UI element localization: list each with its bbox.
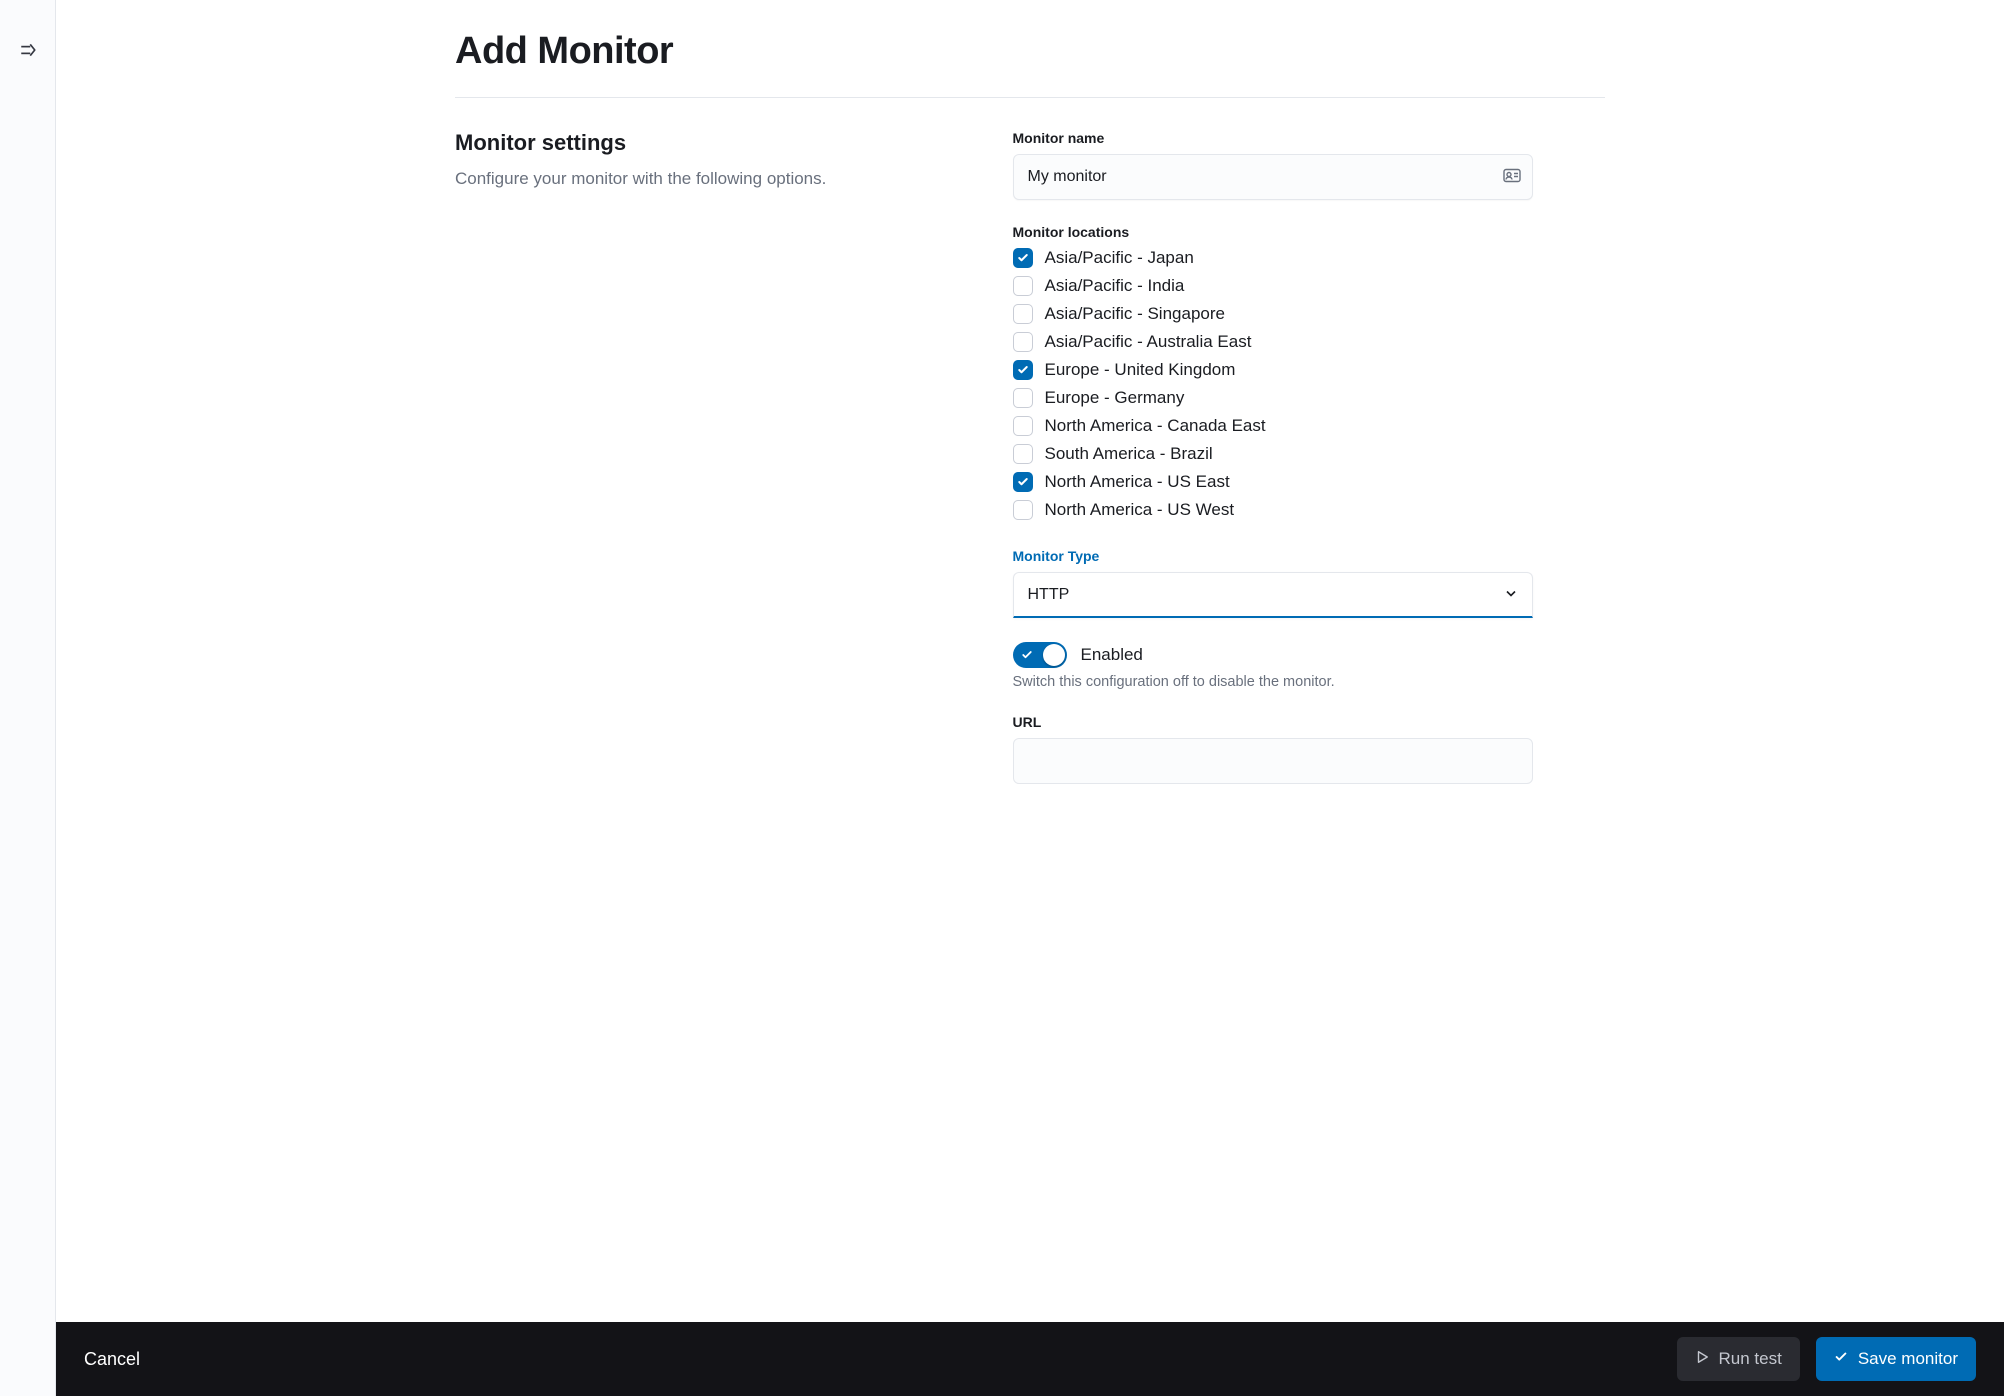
save-monitor-label: Save monitor [1858,1349,1958,1369]
checkbox[interactable] [1013,472,1033,492]
sidebar-rail [0,0,56,1396]
location-checkbox-row[interactable]: South America - Brazil [1013,444,1533,464]
location-checkbox-row[interactable]: North America - US West [1013,500,1533,520]
location-label: North America - US East [1045,472,1230,492]
footer-bar: Cancel Run test Save [56,1322,2004,1396]
url-input[interactable] [1013,738,1533,784]
toggle-knob [1043,644,1065,666]
monitor-locations-label: Monitor locations [1013,224,1533,240]
section-title: Monitor settings [455,130,973,156]
monitor-type-value: HTTP [1028,586,1070,604]
monitor-type-select[interactable]: HTTP [1013,572,1533,618]
location-label: Asia/Pacific - India [1045,276,1185,296]
play-icon [1695,1349,1709,1369]
run-test-button[interactable]: Run test [1677,1337,1800,1381]
location-checkbox-row[interactable]: Europe - United Kingdom [1013,360,1533,380]
cancel-button[interactable]: Cancel [84,1349,140,1370]
location-label: Asia/Pacific - Australia East [1045,332,1252,352]
location-checkbox-row[interactable]: Asia/Pacific - Japan [1013,248,1533,268]
enabled-label: Enabled [1081,645,1143,665]
location-label: Europe - United Kingdom [1045,360,1236,380]
chevron-down-icon [1503,586,1519,605]
location-checkbox-row[interactable]: Europe - Germany [1013,388,1533,408]
monitor-type-label: Monitor Type [1013,548,1533,564]
divider [455,97,1605,98]
checkbox[interactable] [1013,444,1033,464]
locations-checkbox-group: Asia/Pacific - Japan Asia/Pacific - India… [1013,248,1533,520]
checkbox[interactable] [1013,332,1033,352]
checkbox[interactable] [1013,500,1033,520]
checkbox[interactable] [1013,360,1033,380]
enabled-toggle[interactable] [1013,642,1067,668]
expand-sidebar-icon[interactable] [18,40,38,60]
checkbox[interactable] [1013,304,1033,324]
location-label: North America - US West [1045,500,1235,520]
url-label: URL [1013,714,1533,730]
monitor-name-input[interactable] [1013,154,1533,200]
check-icon [1021,649,1033,661]
location-label: Asia/Pacific - Japan [1045,248,1194,268]
location-label: South America - Brazil [1045,444,1213,464]
checkbox[interactable] [1013,248,1033,268]
run-test-label: Run test [1719,1349,1782,1369]
check-icon [1834,1349,1848,1369]
location-checkbox-row[interactable]: Asia/Pacific - India [1013,276,1533,296]
location-checkbox-row[interactable]: North America - Canada East [1013,416,1533,436]
checkbox[interactable] [1013,416,1033,436]
enabled-help-text: Switch this configuration off to disable… [1013,674,1533,690]
checkbox[interactable] [1013,276,1033,296]
section-subtitle: Configure your monitor with the followin… [455,166,973,192]
location-label: Asia/Pacific - Singapore [1045,304,1225,324]
location-checkbox-row[interactable]: North America - US East [1013,472,1533,492]
monitor-name-label: Monitor name [1013,130,1533,146]
location-checkbox-row[interactable]: Asia/Pacific - Australia East [1013,332,1533,352]
location-label: Europe - Germany [1045,388,1185,408]
location-label: North America - Canada East [1045,416,1266,436]
page-title: Add Monitor [455,20,1605,97]
checkbox[interactable] [1013,388,1033,408]
id-card-icon [1503,169,1521,186]
save-monitor-button[interactable]: Save monitor [1816,1337,1976,1381]
location-checkbox-row[interactable]: Asia/Pacific - Singapore [1013,304,1533,324]
